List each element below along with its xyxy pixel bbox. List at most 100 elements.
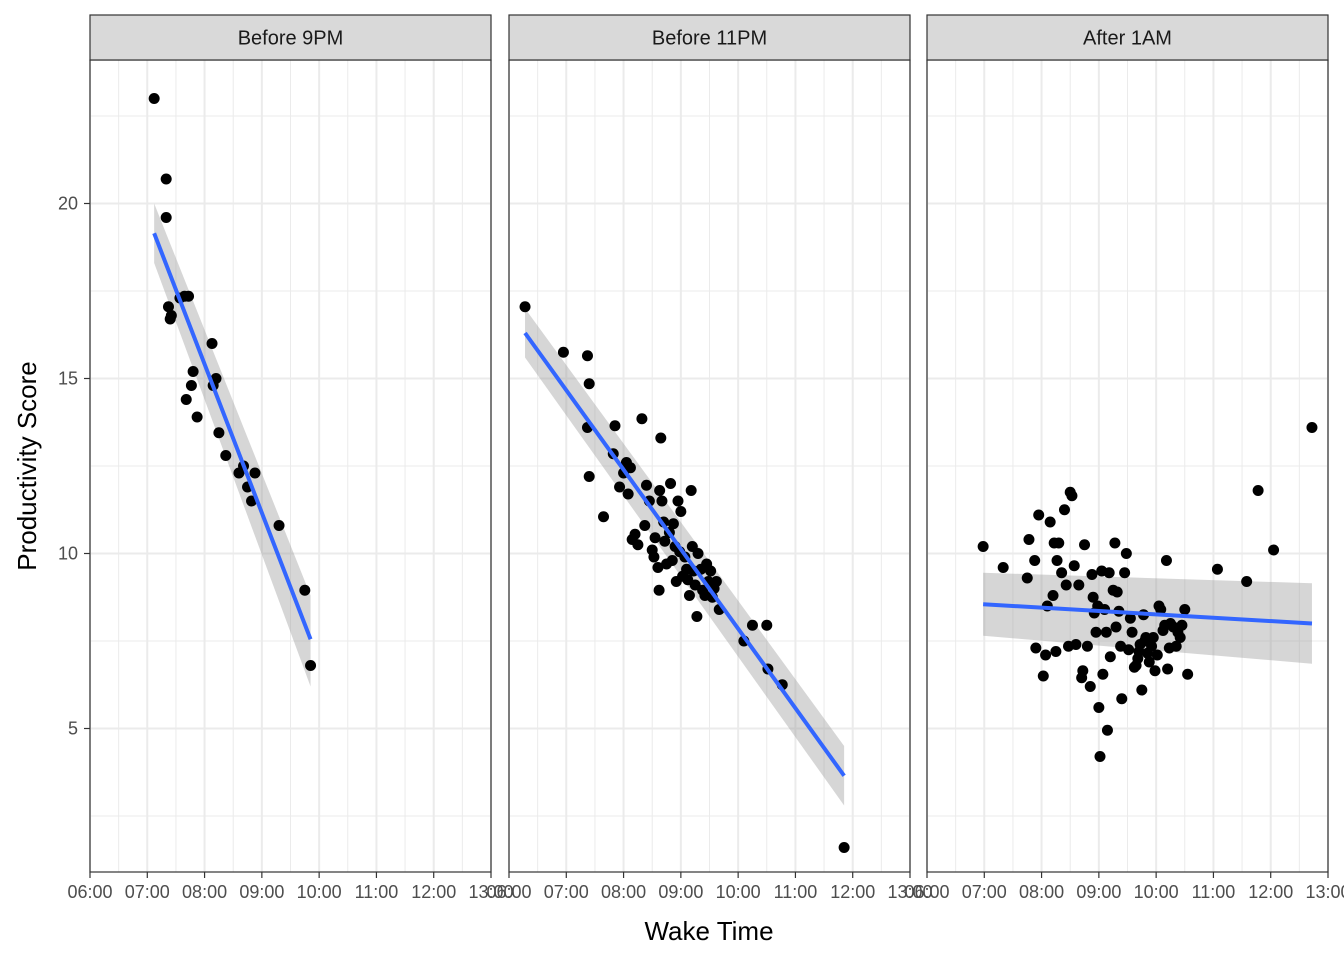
data-point xyxy=(659,535,671,547)
facet-panel: After 1AM 06:00 07:00 08:00 09:00 10:00 11:00 1… xyxy=(904,14,1344,902)
x-tick-label: 08:00 xyxy=(182,882,227,902)
data-point xyxy=(649,532,661,544)
data-point xyxy=(1100,626,1112,638)
data-point xyxy=(685,485,697,496)
data-point xyxy=(1119,567,1131,579)
data-point xyxy=(1211,563,1223,575)
y-tick-label: 20 xyxy=(58,194,78,214)
data-point xyxy=(220,450,232,461)
data-point xyxy=(1174,632,1186,643)
data-point xyxy=(636,413,648,425)
data-point xyxy=(1101,724,1113,736)
data-point xyxy=(1033,509,1045,521)
facet-strip-label: Before 11PM xyxy=(652,28,767,50)
data-point xyxy=(305,660,317,671)
data-point xyxy=(1109,537,1121,549)
data-point xyxy=(1053,537,1065,549)
data-point xyxy=(1103,567,1115,579)
data-point xyxy=(1268,544,1280,556)
y-tick-label: 10 xyxy=(58,544,78,564)
x-tick-label: 10:00 xyxy=(297,882,342,902)
data-point xyxy=(1023,534,1035,545)
data-point xyxy=(1037,670,1049,682)
confidence-ribbon xyxy=(154,203,311,687)
data-point xyxy=(1110,621,1122,633)
data-point xyxy=(746,619,758,631)
data-point xyxy=(185,380,197,391)
x-tick-label: 12:00 xyxy=(411,882,456,902)
facet-panel: Before 9PM 06:00 07:00 08:00 09:00 10:00 11:00… xyxy=(58,14,514,902)
data-point xyxy=(1073,579,1085,591)
data-point xyxy=(160,212,172,223)
data-point xyxy=(675,506,687,517)
x-tick-label: 10:00 xyxy=(716,882,761,902)
data-point xyxy=(148,93,160,104)
data-point xyxy=(672,495,684,507)
data-point xyxy=(1084,681,1096,692)
data-point xyxy=(213,427,225,439)
data-point xyxy=(614,481,626,493)
data-point xyxy=(1241,576,1253,587)
x-tick-label: 10:00 xyxy=(1134,882,1179,902)
data-point xyxy=(1123,644,1135,656)
data-point xyxy=(1151,649,1163,661)
data-point xyxy=(656,495,668,507)
x-tick-label: 06:00 xyxy=(486,882,531,902)
x-tick-label: 07:00 xyxy=(125,882,170,902)
x-tick-label: 06:00 xyxy=(67,882,112,902)
data-point xyxy=(162,301,174,313)
data-point xyxy=(273,520,285,531)
data-point xyxy=(1176,619,1188,631)
x-tick-label: 13:00 xyxy=(887,882,932,902)
data-point xyxy=(1050,646,1062,657)
x-tick-label: 08:00 xyxy=(1019,882,1064,902)
regression-line xyxy=(983,602,1313,626)
data-point xyxy=(761,619,773,631)
data-point xyxy=(187,366,199,377)
data-point xyxy=(654,485,666,496)
x-tick-label: 12:00 xyxy=(1248,882,1293,902)
data-point xyxy=(191,411,203,423)
data-point xyxy=(692,548,704,559)
data-point xyxy=(1155,604,1167,615)
data-point xyxy=(583,378,595,390)
data-point xyxy=(1126,626,1138,638)
data-point xyxy=(1136,684,1148,696)
regression-line xyxy=(523,331,846,777)
data-point xyxy=(1120,548,1132,559)
data-point xyxy=(1116,693,1128,705)
data-point xyxy=(1051,555,1063,566)
x-tick-label: 09:00 xyxy=(658,882,703,902)
x-tick-label: 12:00 xyxy=(830,882,875,902)
x-tick-label: 11:00 xyxy=(774,882,818,902)
data-point xyxy=(653,584,665,596)
data-point xyxy=(598,511,610,523)
x-tick-label: 13:00 xyxy=(1305,882,1344,902)
regression-line xyxy=(152,232,313,640)
x-tick-label: 09:00 xyxy=(1076,882,1121,902)
data-point xyxy=(1066,490,1078,502)
data-point xyxy=(977,541,989,552)
data-point xyxy=(1060,579,1072,591)
data-point xyxy=(622,488,634,500)
data-point xyxy=(1104,651,1116,663)
data-point xyxy=(629,528,641,540)
data-point xyxy=(180,394,192,405)
data-point xyxy=(1077,665,1089,677)
data-point xyxy=(624,462,636,474)
data-point xyxy=(1086,569,1098,580)
data-point xyxy=(1182,668,1194,680)
data-point xyxy=(1068,560,1080,572)
x-tick-label: 07:00 xyxy=(544,882,589,902)
data-point xyxy=(1160,555,1172,566)
data-point xyxy=(1252,485,1264,496)
data-point xyxy=(1143,656,1155,668)
data-point xyxy=(160,173,172,185)
data-point xyxy=(1087,591,1099,603)
data-point xyxy=(665,478,677,489)
data-point xyxy=(299,584,311,596)
data-point xyxy=(581,350,593,362)
x-axis-title: Wake Time xyxy=(644,916,773,946)
data-point xyxy=(683,590,695,601)
x-tick-label: 09:00 xyxy=(239,882,284,902)
